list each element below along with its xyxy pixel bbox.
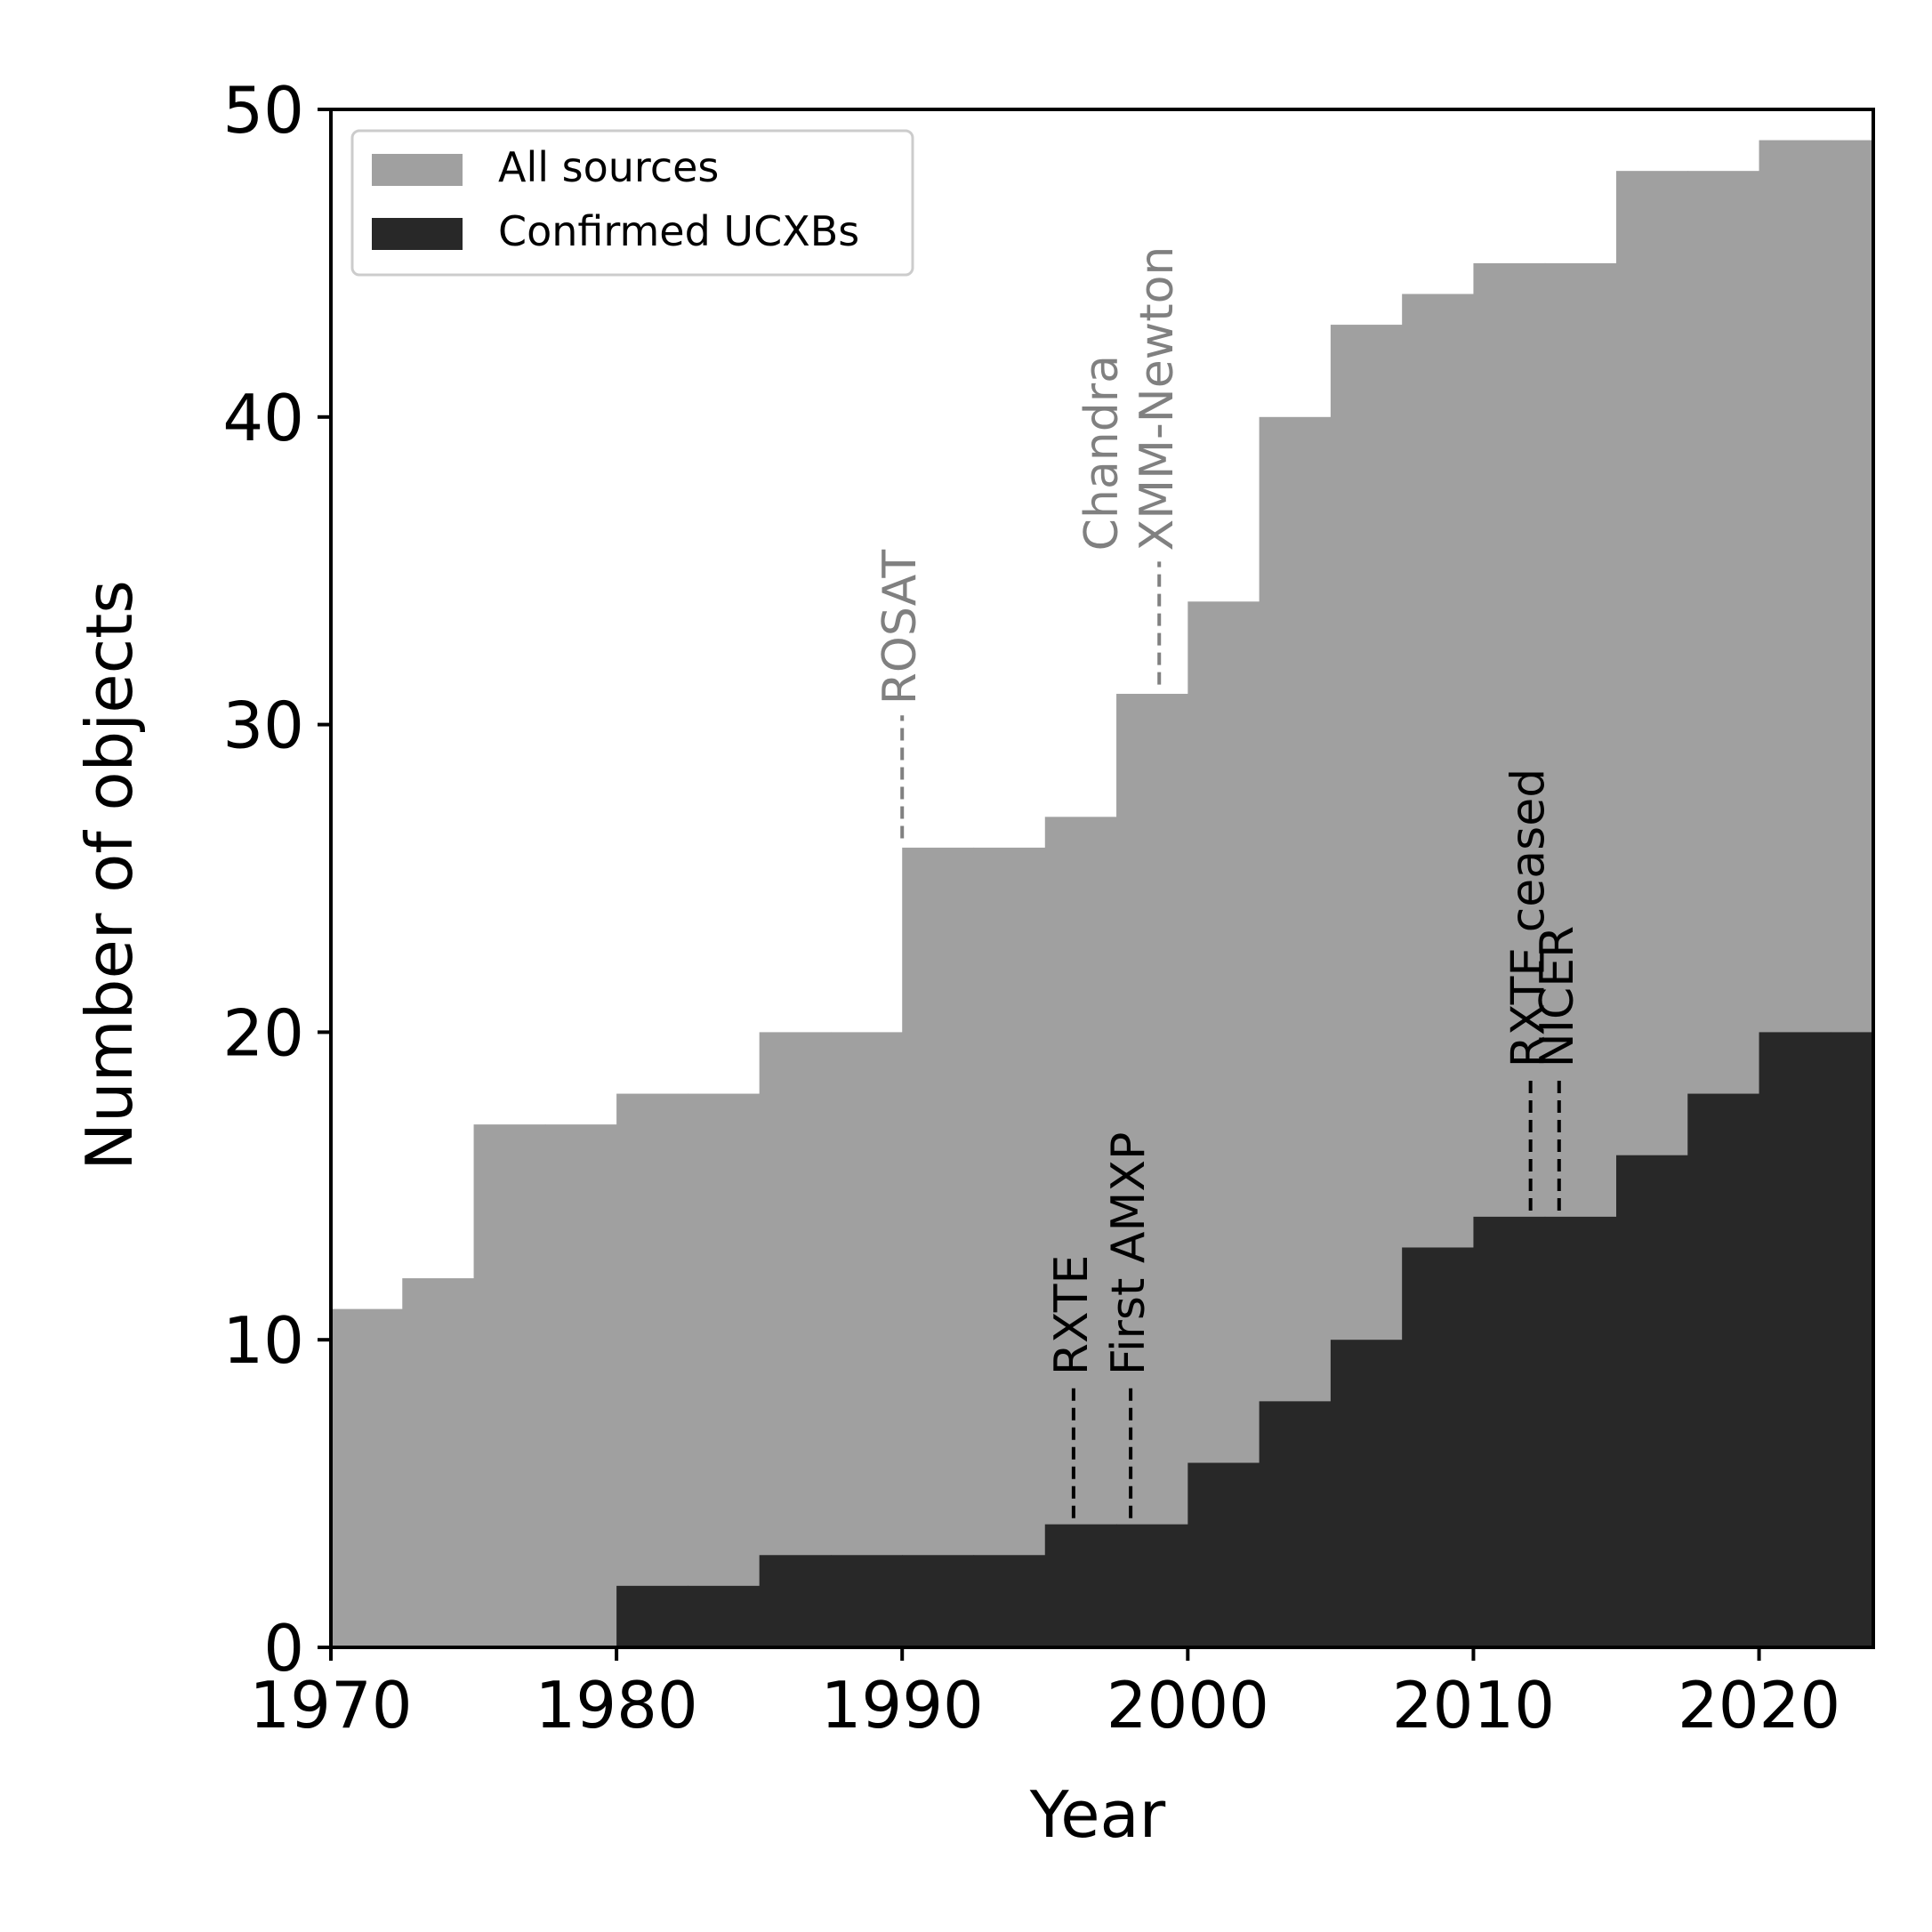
legend: All sources Confirmed UCXBs: [350, 129, 914, 277]
confirmed-ucxbs-step: [1473, 1216, 1546, 1647]
confirmed-ucxbs-step: [1687, 1093, 1760, 1647]
all-sources-step: [331, 1308, 403, 1647]
confirmed-ucxbs-step: [1544, 1216, 1617, 1647]
all-sources-step: [688, 1093, 761, 1647]
annotation-label: XMM-Newton: [1131, 246, 1184, 551]
x-tick-label: 1990: [821, 1668, 984, 1743]
confirmed-ucxbs-step: [902, 1555, 975, 1647]
legend-swatch: [372, 154, 463, 186]
annotation-label: ROSAT: [873, 550, 927, 705]
x-tick-label: 2000: [1107, 1668, 1269, 1743]
y-tick-label: 20: [222, 995, 304, 1070]
confirmed-ucxbs-step: [1402, 1247, 1475, 1647]
confirmed-ucxbs-step: [1616, 1155, 1688, 1647]
legend-label: All sources: [498, 143, 719, 191]
confirmed-ucxbs-step: [1044, 1524, 1117, 1647]
confirmed-ucxbs-step: [759, 1555, 832, 1647]
all-sources-step: [616, 1093, 688, 1647]
all-sources-step: [544, 1124, 617, 1647]
confirmed-ucxbs-step: [1116, 1524, 1188, 1647]
annotation-label: RXTE: [1045, 1255, 1099, 1375]
all-sources-step: [402, 1278, 475, 1647]
confirmed-ucxbs-step: [830, 1555, 903, 1647]
x-tick-label: 1980: [535, 1668, 697, 1743]
axes-layer: 1970 1980 1990 2000 2010 2020 0 10 20 30 40 50: [222, 73, 1875, 1743]
y-axis-label: Number of objects: [72, 580, 147, 1171]
confirmed-ucxbs-area-layer: [616, 1032, 1874, 1647]
confirmed-ucxbs-step: [1187, 1462, 1260, 1647]
annotations-layer: ROSAT Chandra XMM-Newton RXTE First AMXP RXTE…: [873, 246, 1584, 1518]
annotation-label: RXTE ceased: [1502, 769, 1556, 1068]
all-sources-step: [759, 1032, 832, 1647]
y-tick-label: 30: [222, 688, 304, 763]
y-tick-label: 0: [263, 1611, 304, 1686]
legend-box: [350, 129, 914, 277]
all-sources-step: [473, 1124, 546, 1647]
legend-label: Confirmed UCXBs: [498, 207, 859, 255]
x-tick-label: 2010: [1392, 1668, 1555, 1743]
annotation-label: Chandra: [1075, 355, 1129, 551]
y-tick-label: 50: [222, 73, 304, 148]
x-tick-label: 2020: [1678, 1668, 1840, 1743]
confirmed-ucxbs-step: [1330, 1340, 1403, 1647]
y-tick-label: 10: [222, 1303, 304, 1378]
confirmed-ucxbs-step: [1759, 1032, 1831, 1647]
annotation-label: First AMXP: [1102, 1132, 1155, 1375]
all-sources-step: [973, 847, 1046, 1647]
legend-swatch: [372, 218, 463, 250]
all-sources-step: [1044, 817, 1117, 1647]
confirmed-ucxbs-step: [616, 1585, 688, 1647]
x-tick-label: 1970: [249, 1668, 412, 1743]
annotation-label: NICER: [1531, 926, 1584, 1068]
confirmed-ucxbs-step: [1259, 1401, 1332, 1647]
confirmed-ucxbs-step: [973, 1555, 1046, 1647]
confirmed-ucxbs-step: [1830, 1032, 1874, 1647]
plot-frame: [329, 108, 1875, 1649]
x-axis-label: Year: [1029, 1777, 1166, 1852]
y-tick-label: 40: [222, 381, 304, 455]
all-sources-step: [1116, 694, 1188, 1647]
confirmed-ucxbs-step: [688, 1585, 761, 1647]
all-sources-step: [902, 847, 975, 1647]
all-sources-step: [830, 1032, 903, 1647]
